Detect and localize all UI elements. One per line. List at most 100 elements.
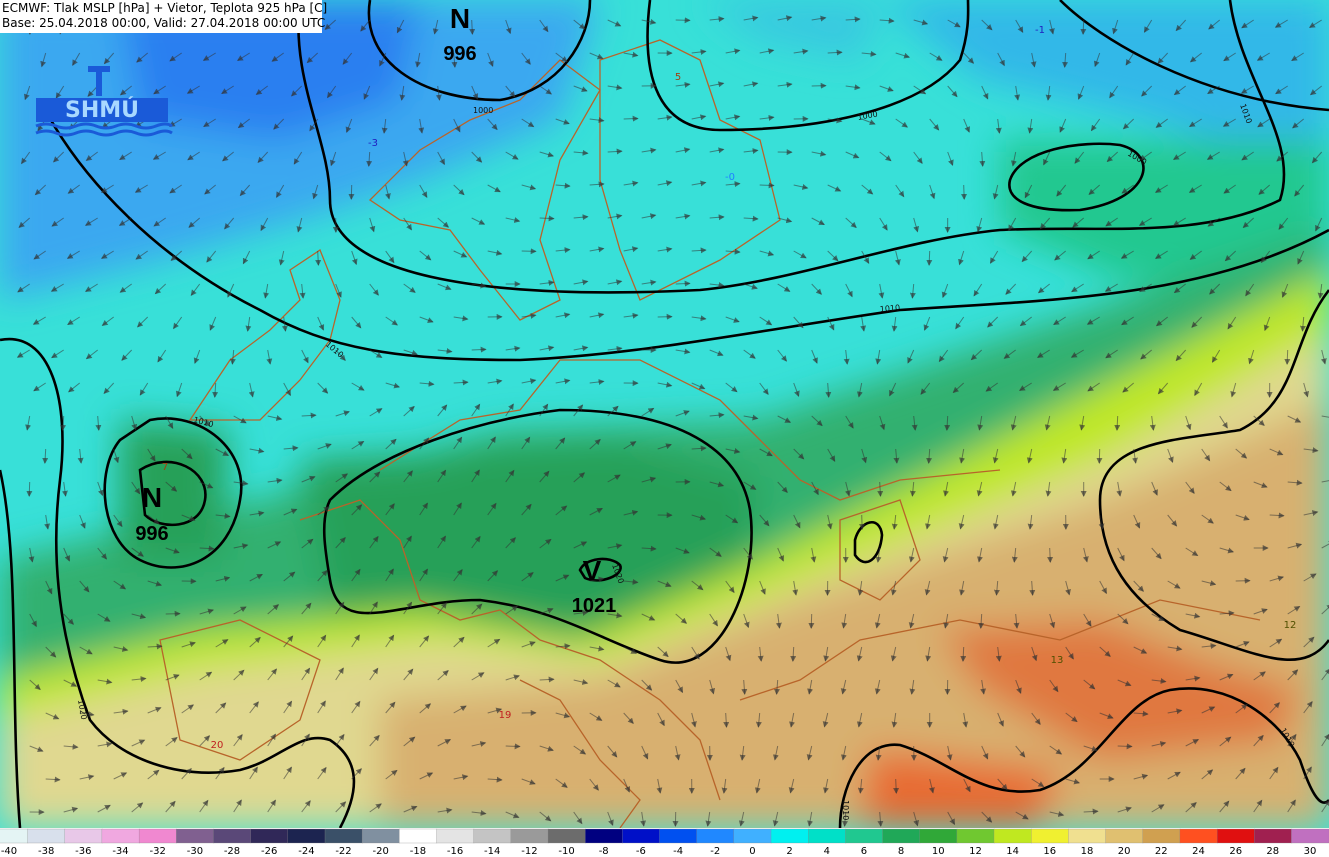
wind-arrow bbox=[1133, 580, 1144, 592]
wind-arrow bbox=[42, 448, 49, 464]
wind-arrow bbox=[555, 778, 568, 788]
wind-arrow bbox=[978, 613, 985, 629]
colorbar-label: -30 bbox=[187, 846, 203, 857]
wind-arrow bbox=[997, 52, 1005, 67]
wind-arrow bbox=[1071, 283, 1084, 293]
wind-arrow bbox=[215, 702, 227, 714]
wind-arrow bbox=[1320, 349, 1327, 365]
wind-arrow bbox=[825, 382, 832, 398]
wind-arrow bbox=[283, 382, 291, 397]
wind-arrow bbox=[607, 19, 622, 27]
wind-arrow bbox=[63, 679, 78, 687]
wind-arrow bbox=[1079, 415, 1086, 431]
wind-arrow bbox=[403, 535, 412, 549]
wind-arrow bbox=[875, 547, 882, 563]
wind-arrow bbox=[1070, 349, 1084, 358]
wind-arrow bbox=[139, 382, 149, 396]
wind-arrow bbox=[725, 447, 741, 454]
wind-arrow bbox=[72, 52, 81, 66]
wind-arrow bbox=[165, 736, 178, 747]
wind-arrow bbox=[369, 803, 382, 813]
wind-arrow bbox=[283, 445, 299, 452]
wind-arrow bbox=[181, 514, 196, 522]
wind-arrow bbox=[131, 739, 146, 747]
wind-arrow bbox=[657, 712, 665, 727]
pressure-symbol: N bbox=[142, 482, 162, 513]
wind-arrow bbox=[1065, 580, 1071, 596]
wind-arrow bbox=[607, 612, 623, 619]
colorbar-label: 20 bbox=[1118, 846, 1131, 857]
logo: SHMÚ bbox=[35, 66, 173, 137]
colorbar-swatch bbox=[250, 828, 289, 844]
wind-arrow bbox=[657, 646, 669, 658]
wind-arrow bbox=[1303, 700, 1313, 714]
wind-arrow bbox=[1291, 52, 1304, 62]
wind-arrow bbox=[1303, 382, 1310, 398]
wind-arrow bbox=[16, 349, 30, 358]
wind-arrow bbox=[233, 415, 247, 424]
wind-arrow bbox=[925, 646, 932, 662]
wind-arrow bbox=[725, 580, 735, 594]
wind-arrow bbox=[317, 506, 330, 516]
wind-arrow bbox=[369, 535, 379, 549]
wind-arrow bbox=[777, 217, 793, 224]
wind-arrow bbox=[1117, 679, 1132, 687]
wind-arrow bbox=[1072, 217, 1085, 228]
wind-arrow bbox=[1065, 778, 1081, 785]
wind-arrow bbox=[327, 85, 337, 99]
wind-arrow bbox=[743, 283, 758, 290]
wind-arrow bbox=[1117, 743, 1133, 750]
wind-arrow bbox=[113, 708, 129, 715]
wind-arrow bbox=[759, 448, 773, 457]
wind-arrow bbox=[1207, 85, 1220, 95]
wind-arrow bbox=[1303, 573, 1317, 582]
isobar-label: 1000 bbox=[857, 110, 879, 122]
wind-arrow bbox=[505, 345, 521, 352]
wind-arrow bbox=[826, 514, 833, 530]
wind-arrow bbox=[147, 580, 163, 587]
wind-arrow bbox=[743, 147, 759, 154]
wind-arrow bbox=[351, 634, 360, 648]
wind-arrow bbox=[1269, 575, 1285, 582]
wind-arrow bbox=[1029, 580, 1036, 596]
wind-arrow bbox=[267, 604, 280, 615]
wind-arrow bbox=[1049, 613, 1056, 629]
wind-arrow bbox=[792, 580, 799, 596]
wind-arrow bbox=[1083, 745, 1098, 752]
wind-arrow bbox=[623, 509, 639, 516]
wind-arrow bbox=[1056, 184, 1067, 197]
wind-arrow bbox=[1201, 580, 1217, 587]
wind-arrow bbox=[236, 52, 250, 61]
wind-arrow bbox=[623, 246, 639, 253]
wind-arrow bbox=[249, 447, 265, 454]
wind-arrow bbox=[135, 250, 148, 260]
wind-arrow bbox=[453, 502, 462, 516]
wind-arrow bbox=[823, 778, 829, 794]
wind-arrow bbox=[335, 283, 342, 298]
wind-arrow bbox=[257, 151, 269, 164]
wind-arrow bbox=[725, 48, 741, 55]
wind-arrow bbox=[419, 568, 428, 582]
wind-arrow bbox=[351, 440, 365, 450]
wind-arrow bbox=[1151, 678, 1167, 685]
wind-arrow bbox=[1027, 118, 1034, 134]
wind-arrow bbox=[283, 635, 294, 648]
wind-arrow bbox=[521, 572, 534, 582]
wind-arrow bbox=[861, 184, 874, 195]
wind-arrow bbox=[777, 283, 791, 292]
wind-arrow bbox=[403, 601, 413, 615]
wind-arrow bbox=[131, 676, 147, 683]
wind-arrow bbox=[521, 378, 537, 385]
wind-arrow bbox=[709, 547, 722, 557]
wind-arrow bbox=[1276, 151, 1289, 162]
colorbar-label: 4 bbox=[824, 846, 830, 857]
wind-arrow bbox=[993, 580, 1000, 596]
wind-arrow bbox=[1155, 316, 1169, 327]
wind-arrow bbox=[807, 811, 814, 827]
wind-arrow bbox=[181, 641, 196, 648]
wind-arrow bbox=[607, 213, 623, 220]
wind-arrow bbox=[1263, 316, 1271, 332]
wind-arrow bbox=[379, 52, 387, 67]
wind-arrow bbox=[1099, 646, 1111, 657]
wind-arrow bbox=[859, 514, 866, 530]
